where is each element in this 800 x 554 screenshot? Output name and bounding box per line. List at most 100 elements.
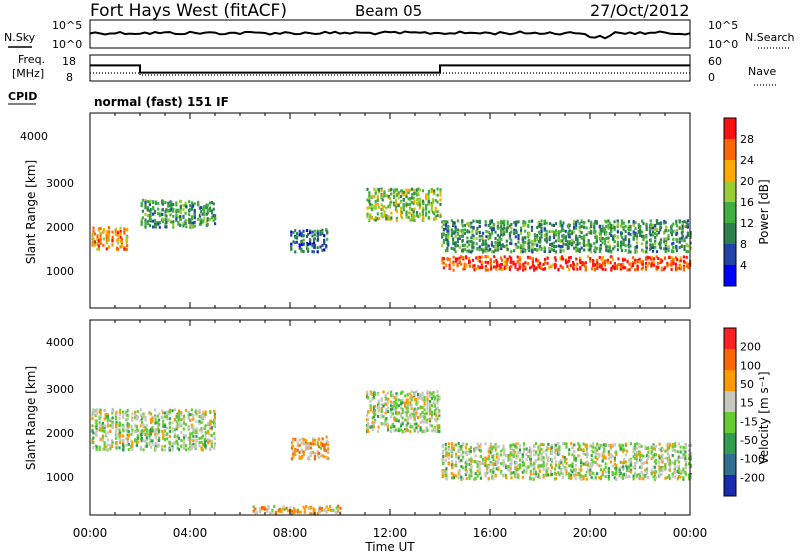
echo-cell-0 [116, 233, 120, 237]
echo-cell-2 [323, 509, 326, 513]
echo-cell-4 [462, 442, 465, 446]
echo-cell-4 [682, 476, 685, 479]
echo-cell-5 [635, 237, 639, 241]
echo-cell-5 [675, 221, 678, 225]
echo-cell-4 [462, 455, 465, 459]
echo-cell-3 [406, 398, 409, 402]
echo-cell-0 [122, 434, 125, 438]
echo-cell-5 [536, 238, 539, 242]
echo-cell-3 [395, 412, 398, 416]
echo-cell-3 [387, 410, 390, 414]
echo-cell-5 [540, 223, 543, 227]
echo-cell-5 [514, 224, 517, 227]
echo-cell-3 [377, 405, 380, 409]
echo-cell-4 [622, 449, 625, 453]
echo-cell-3 [433, 395, 436, 399]
echo-cell-0 [107, 233, 111, 237]
echo-cell-5 [494, 248, 497, 252]
echo-cell-3 [385, 421, 388, 424]
echo-cell-5 [590, 231, 593, 235]
echo-cell-0 [93, 240, 96, 244]
echo-cell-5 [476, 220, 479, 224]
echo-cell-4 [604, 443, 607, 447]
echo-cell-4 [689, 474, 693, 478]
echo-cell-4 [613, 472, 616, 476]
echo-cell-2 [316, 234, 320, 238]
echo-cell-5 [573, 226, 576, 229]
echo-cell-4 [616, 264, 619, 268]
echo-cell-0 [144, 433, 147, 436]
echo-cell-4 [586, 452, 589, 456]
echo-cell-4 [601, 451, 604, 455]
echo-cell-3 [380, 203, 383, 207]
echo-cell-5 [624, 238, 627, 241]
echo-cell-3 [413, 422, 416, 426]
echo-cell-5 [482, 249, 485, 253]
echo-cell-5 [587, 248, 590, 252]
echo-cell-4 [515, 461, 518, 465]
echo-cell-5 [510, 250, 513, 254]
echo-cell-0 [203, 441, 206, 445]
nave-series [90, 72, 690, 76]
echo-cell-4 [592, 259, 595, 263]
echo-cell-4 [631, 256, 635, 260]
echo-cell-5 [613, 245, 616, 249]
echo-cell-4 [639, 474, 642, 478]
echo-cell-4 [628, 466, 631, 470]
echo-cell-4 [565, 470, 568, 474]
echo-cell-4 [510, 458, 513, 462]
echo-cell-5 [645, 223, 648, 227]
echo-cell-4 [629, 458, 633, 462]
echo-cell-3 [390, 192, 393, 196]
echo-cell-3 [429, 405, 432, 409]
echo-cell-0 [198, 421, 201, 425]
echo-cell-3 [421, 189, 424, 193]
echo-cell-5 [675, 224, 679, 228]
echo-cell-4 [460, 255, 463, 259]
echo-cell-4 [607, 470, 610, 474]
echo-cell-5 [680, 236, 683, 240]
echo-cell-0 [198, 444, 201, 448]
echo-cell-3 [425, 213, 428, 217]
echo-cell-0 [139, 418, 142, 422]
echo-cell-5 [454, 244, 457, 248]
echo-cell-5 [665, 239, 668, 243]
echo-cell-5 [678, 237, 681, 241]
echo-cell-5 [689, 235, 692, 239]
echo-cell-4 [615, 477, 618, 481]
echo-cell-0 [104, 433, 107, 437]
echo-cell-1 [153, 218, 157, 222]
echo-cell-2 [311, 234, 314, 238]
echo-cell-3 [394, 208, 397, 212]
echo-cell-1 [179, 206, 182, 210]
echo-cell-3 [422, 200, 425, 204]
echo-cell-3 [377, 429, 380, 433]
echo-cell-1 [198, 218, 202, 222]
echo-cell-3 [387, 422, 390, 426]
echo-cell-5 [545, 221, 548, 225]
echo-cell-3 [400, 214, 403, 218]
echo-cell-3 [373, 218, 376, 222]
echo-cell-4 [441, 458, 444, 462]
echo-cell-5 [686, 225, 689, 229]
echo-cell-0 [190, 447, 193, 451]
echo-cell-3 [429, 409, 432, 413]
echo-cell-1 [182, 208, 185, 212]
echo-cell-5 [628, 245, 631, 249]
echo-cell-5 [575, 249, 578, 253]
echo-cell-2 [282, 505, 285, 509]
echo-cell-4 [668, 468, 672, 472]
echo-cell-4 [600, 443, 603, 447]
echo-cell-5 [651, 233, 655, 237]
echo-cell-4 [571, 445, 574, 449]
echo-cell-4 [672, 261, 675, 265]
echo-cell-1 [298, 438, 301, 442]
echo-cell-4 [561, 257, 565, 261]
echo-cell-4 [508, 261, 511, 265]
echo-cell-1 [313, 457, 316, 461]
echo-cell-3 [381, 207, 384, 211]
echo-cell-4 [455, 257, 458, 261]
echo-cell-4 [515, 456, 518, 460]
echo-cell-4 [495, 455, 498, 459]
echo-cell-0 [116, 237, 120, 241]
